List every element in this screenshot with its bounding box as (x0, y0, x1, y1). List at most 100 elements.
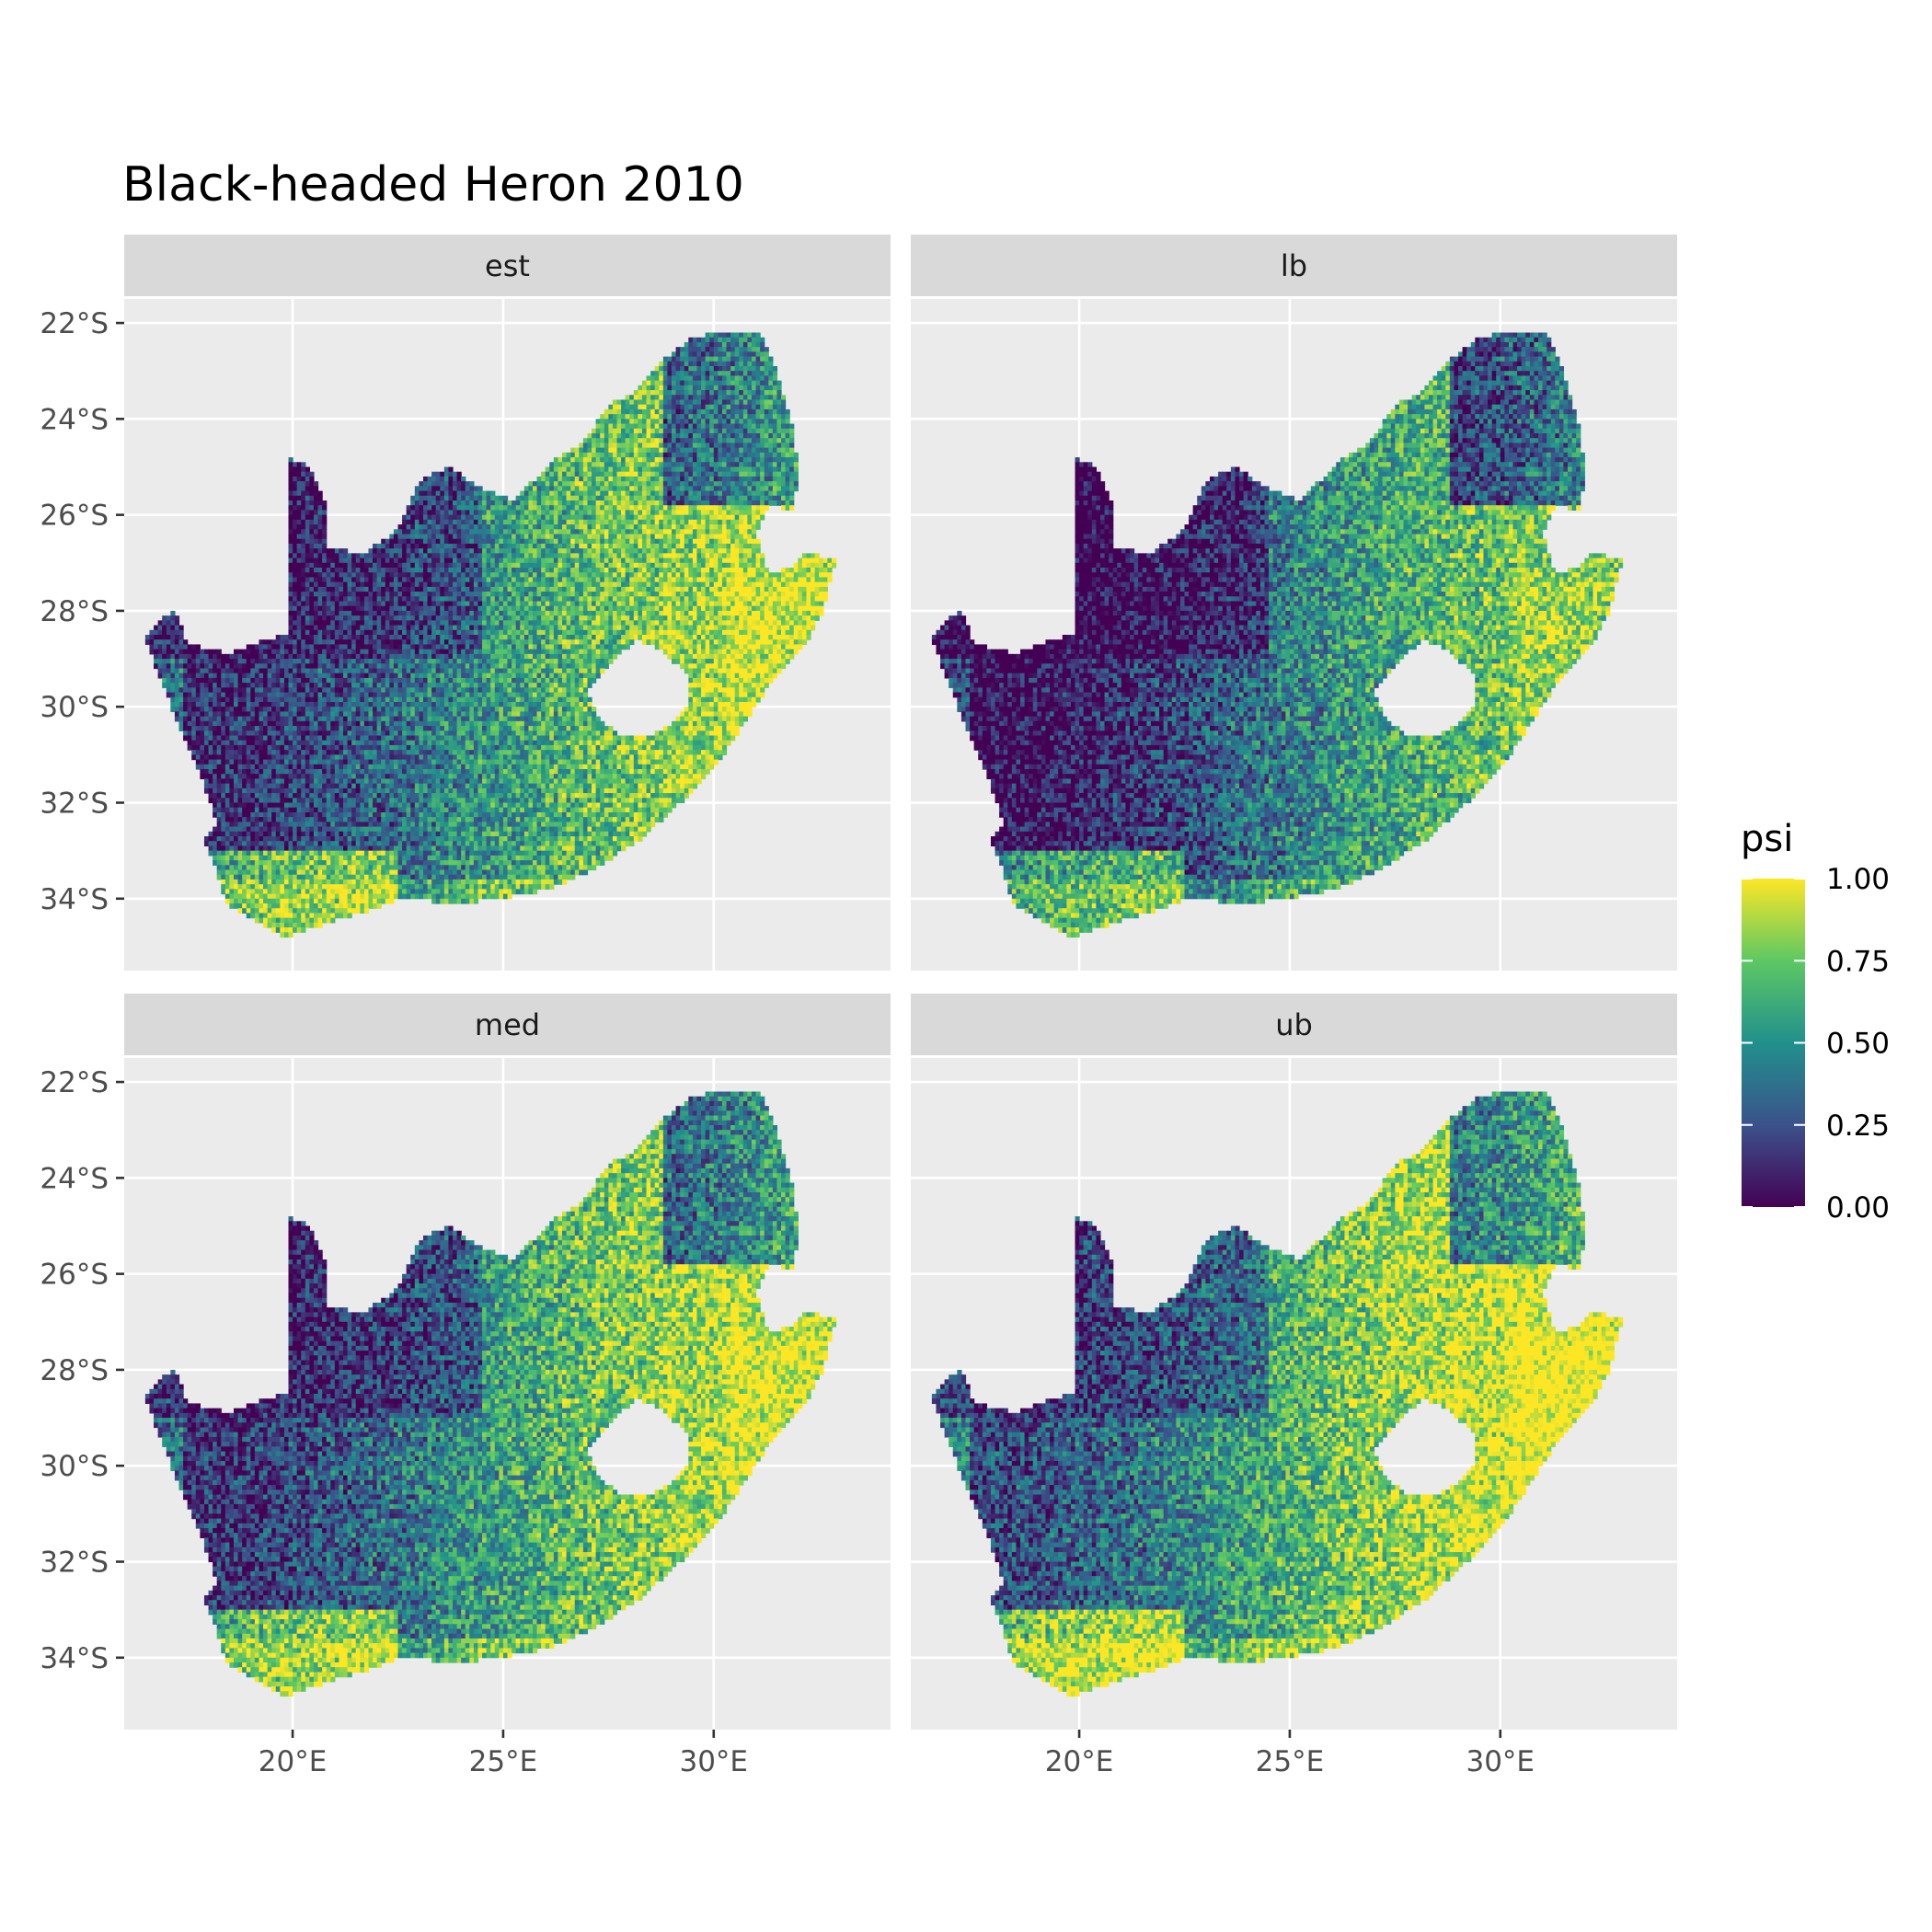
raster-cell (443, 534, 450, 540)
raster-cell (696, 471, 702, 477)
raster-cell (373, 605, 378, 612)
raster-cell (339, 548, 344, 554)
raster-cell (288, 538, 293, 545)
raster-cell (659, 572, 664, 579)
raster-cell (721, 558, 728, 564)
raster-cell (760, 341, 765, 348)
raster-cell (427, 543, 432, 549)
raster-cell (301, 476, 306, 482)
raster-cell (764, 577, 769, 583)
raster-cell (776, 481, 782, 487)
raster-cell (541, 605, 546, 612)
raster-cell (549, 548, 555, 554)
raster-cell (730, 500, 736, 506)
raster-cell (301, 462, 306, 468)
raster-cell (621, 605, 627, 612)
raster-cell (600, 562, 605, 569)
raster-cell (482, 610, 488, 616)
raster-cell (684, 423, 689, 430)
raster-cell (414, 538, 420, 545)
raster-cell (781, 462, 787, 468)
raster-cell (414, 500, 420, 506)
raster-cell (713, 519, 719, 525)
raster-cell (608, 596, 614, 603)
raster-cell (465, 490, 470, 497)
raster-cell (414, 548, 420, 554)
raster-cell (713, 629, 719, 636)
raster-cell (768, 419, 774, 425)
raster-cell (684, 629, 689, 636)
raster-cell (641, 385, 648, 391)
raster-cell (566, 610, 571, 616)
raster-cell (638, 481, 643, 487)
raster-cell (705, 529, 710, 535)
raster-cell (440, 592, 445, 597)
raster-cell (709, 625, 715, 631)
raster-cell (696, 505, 702, 512)
raster-cell (680, 601, 685, 607)
raster-cell (313, 605, 319, 612)
raster-cell (520, 596, 525, 603)
raster-cell (174, 625, 180, 631)
raster-cell (612, 629, 618, 636)
raster-cell (726, 375, 731, 382)
raster-cell (659, 562, 664, 569)
raster-cell (764, 457, 769, 463)
raster-cell (541, 534, 546, 540)
raster-cell (545, 562, 550, 569)
raster-cell (625, 505, 630, 512)
raster-cell (453, 577, 458, 583)
raster-cell (692, 620, 698, 627)
raster-cell (469, 495, 475, 501)
raster-cell (427, 586, 432, 592)
raster-cell (402, 519, 408, 525)
raster-cell (326, 615, 331, 621)
raster-cell (709, 586, 715, 592)
raster-cell (293, 534, 298, 540)
raster-cell (579, 500, 584, 506)
raster-cell (558, 553, 563, 559)
raster-cell (811, 592, 816, 597)
raster-cell (541, 615, 546, 621)
raster-cell (684, 433, 689, 439)
raster-cell (625, 443, 630, 449)
raster-cell (339, 586, 344, 592)
raster-cell (726, 596, 731, 603)
raster-cell (654, 553, 660, 559)
raster-cell (477, 625, 483, 631)
raster-cell (659, 610, 664, 616)
raster-cell (570, 586, 576, 592)
raster-cell (616, 529, 622, 535)
raster-cell (477, 553, 483, 559)
raster-cell (553, 476, 559, 482)
raster-cell (317, 529, 323, 535)
raster-cell (680, 414, 685, 420)
raster-cell (419, 558, 424, 564)
raster-cell (646, 408, 651, 415)
raster-cell (713, 562, 719, 569)
raster-cell (178, 629, 184, 636)
raster-cell (389, 601, 395, 607)
raster-cell (453, 471, 458, 477)
raster-cell (650, 471, 656, 477)
raster-cell (672, 481, 677, 487)
raster-cell (705, 337, 710, 343)
raster-cell (414, 510, 420, 516)
raster-cell (574, 476, 580, 482)
raster-cell (713, 438, 719, 444)
raster-cell (688, 529, 694, 535)
raster-cell (507, 534, 512, 540)
raster-cell (654, 390, 660, 396)
raster-cell (751, 371, 757, 377)
raster-cell (659, 414, 664, 420)
raster-cell (721, 380, 728, 386)
raster-cell (616, 534, 622, 540)
raster-cell (608, 548, 614, 554)
raster-cell (532, 586, 538, 592)
raster-cell (502, 635, 509, 640)
raster-cell (330, 581, 336, 588)
raster-cell (654, 538, 660, 545)
raster-cell (713, 380, 719, 386)
raster-cell (393, 610, 399, 616)
raster-cell (629, 562, 635, 569)
